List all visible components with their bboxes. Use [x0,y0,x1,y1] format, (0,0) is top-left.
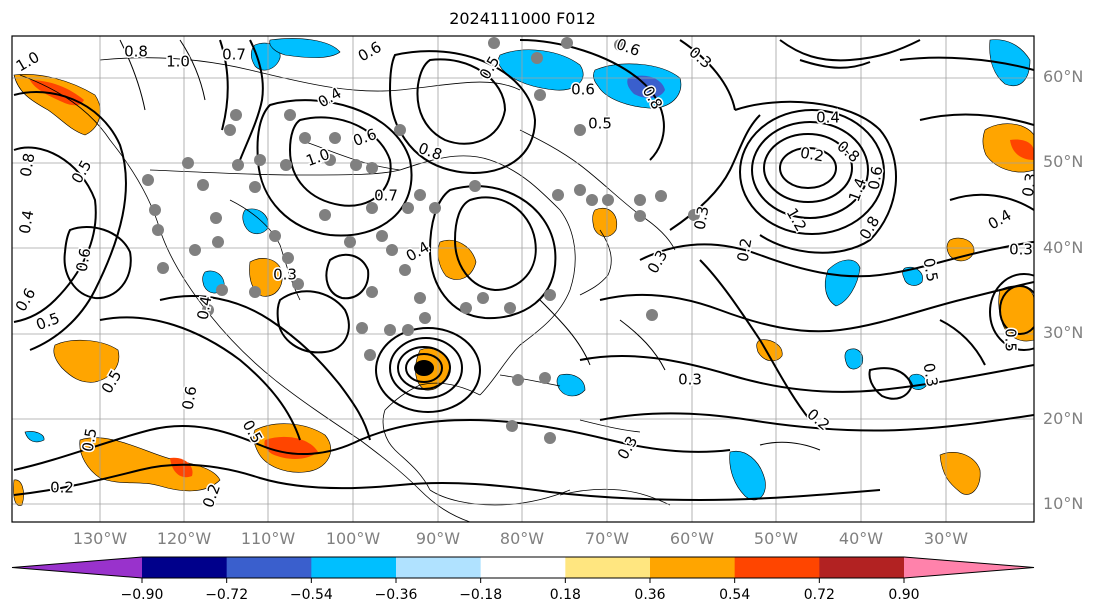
lat-label-30n: 30°N [1043,323,1084,342]
colorbar-segment [650,557,736,578]
contour-label: 0.2 [799,144,826,166]
colorbar [11,556,1035,583]
shade-blue-atlantic-mid [824,259,861,307]
map-frame [11,35,1035,523]
contour-label: 0.8 [124,43,148,61]
contour-label: 0.6 [571,81,595,99]
lon-label-90w: 90°W [415,529,461,548]
colorbar-extend-low [12,557,142,578]
shaded-fields [13,38,1034,506]
coastlines [19,57,676,522]
contour-label: 0.4 [16,209,38,236]
shade-blue-atlantic-sw [844,348,863,370]
contour-label: 0.3 [273,266,297,284]
contour-label: 0.3 [1009,241,1033,259]
shade-orange-pacific [53,339,120,383]
colorbar-tick-label: 0.36 [634,587,666,603]
contour-label: 0.3 [1019,172,1041,199]
shade-red-subtropics [170,457,193,478]
shade-blue-canada-north [498,49,584,91]
lon-label-120w: 120°W [156,529,212,548]
lat-label-10n: 10°N [1043,494,1084,513]
shade-blue-atlantic-ne [989,39,1031,86]
shade-orange-south-central [437,240,477,280]
lon-label-60w: 60°W [669,529,715,548]
colorbar-tick-label: 0.90 [888,587,920,603]
contour-label: 0.6 [73,247,95,274]
lon-label-30w: 30°W [923,529,969,548]
shade-red-atlantic-east [1010,139,1034,160]
shade-blue-east-coast [902,267,923,286]
shade-blue-pacific [24,431,45,443]
colorbar-segment [734,557,820,578]
contour-label: 0.7 [374,187,398,205]
contour-label: 0.2 [50,479,74,497]
shade-orange-atlantic-east [982,123,1034,173]
lat-label-40n: 40°N [1043,238,1084,257]
colorbar-segment [311,557,397,578]
lon-label-80w: 80°W [499,529,545,548]
contour-label: 0.6 [179,385,201,412]
colorbar-segment [226,557,312,578]
station-dots [142,37,700,444]
colorbar-tick-label: 0.18 [549,587,581,603]
colorbar-extend-high [904,557,1034,578]
shade-orange-alaska [13,74,101,136]
colorbar-tick-label: −0.90 [120,587,164,603]
lon-label-40w: 40°W [838,529,884,548]
map-title: 2024111000 F012 [449,9,596,28]
contour-label: 0.7 [222,46,246,64]
lon-label-130w: 130°W [72,529,128,548]
contour-label: 0.2 [734,237,756,264]
colorbar-tick-label: −0.36 [374,587,418,603]
colorbar-segment [480,557,566,578]
contour-label: 1.0 [166,53,190,71]
colorbar-tick-label: −0.72 [205,587,249,603]
shade-orange-west-coast [13,479,24,506]
lon-label-50w: 50°W [753,529,799,548]
contour-label: 0.5 [1002,328,1020,352]
colorbar-tick-label: 0.54 [719,587,751,603]
contour-lines [13,39,1034,502]
colorbar-segment [819,557,905,578]
lat-label-50n: 50°N [1043,152,1084,171]
colorbar-segment [396,557,482,578]
colorbar-tick-label: −0.18 [459,587,503,603]
contour-label: 0.4 [816,109,840,127]
lon-label-100w: 100°W [325,529,381,548]
lon-label-110w: 110°W [240,529,296,548]
shade-blue-gulf [556,373,586,397]
shade-blue-rockies [242,208,269,235]
colorbar-segment [565,557,651,578]
shade-blue-bc [269,38,341,58]
lon-label-70w: 70°W [584,529,630,548]
lat-label-20n: 20°N [1043,409,1084,428]
colorbar-tick-label: −0.54 [289,587,333,603]
colorbar-tick-label: 0.72 [803,587,835,603]
contour-label: 0.3 [678,371,702,389]
shade-orange-tropical-east [939,451,981,495]
colorbar-segment [142,557,228,578]
lat-label-60n: 60°N [1043,67,1084,86]
contour-label: 0.5 [588,115,612,133]
secondary-contours [119,39,821,451]
